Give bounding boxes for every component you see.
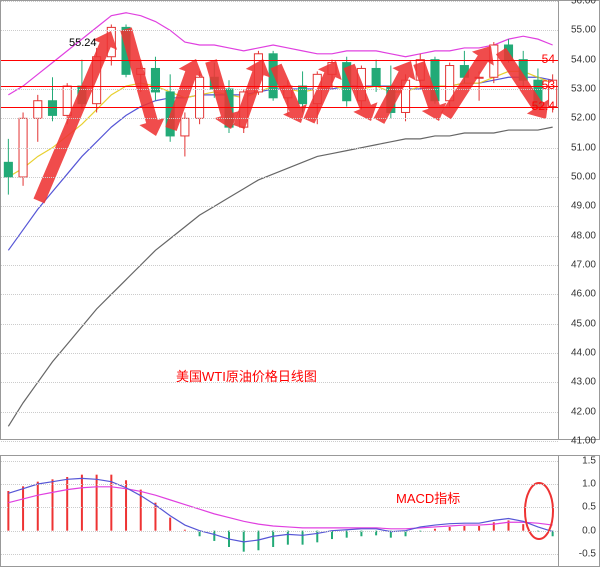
y-tick-label: 43.00 — [571, 377, 596, 388]
y-tick-label: 48.00 — [571, 230, 596, 241]
macd-tick-label: 1.5 — [582, 455, 596, 466]
macd-tick-label: 0.5 — [582, 502, 596, 513]
price-line-label: 53 — [542, 78, 555, 92]
y-tick-label: 52.00 — [571, 113, 596, 124]
y-tick-label: 53.00 — [571, 84, 596, 95]
main-y-axis: 41.0042.0043.0044.0045.0046.0047.0048.00… — [559, 0, 600, 440]
price-line-label: 52.4 — [532, 99, 555, 113]
y-tick-label: 54.00 — [571, 54, 596, 65]
macd-tick-label: 0.0 — [582, 525, 596, 536]
y-tick-label: 44.00 — [571, 348, 596, 359]
y-tick-label: 50.00 — [571, 172, 596, 183]
trend-arrow — [304, 61, 342, 123]
macd-tick-label: -0.5 — [579, 549, 596, 560]
macd-chart: MACD指标 — [0, 455, 559, 567]
macd-tick-label: 1.0 — [582, 479, 596, 490]
main-price-chart: 美国WTI原油价格日线图 55.24 545352.4 — [0, 0, 559, 440]
y-tick-label: 46.00 — [571, 289, 596, 300]
macd-label: MACD指标 — [396, 488, 460, 507]
y-tick-label: 45.00 — [571, 318, 596, 329]
y-tick-label: 41.00 — [571, 436, 596, 447]
chart-container: 美国WTI原油价格日线图 55.24 545352.4 41.0042.0043… — [0, 0, 600, 569]
y-tick-label: 49.00 — [571, 201, 596, 212]
peak-price-label: 55.24 — [69, 37, 97, 49]
macd-y-axis: -0.5 0.0 0.5 1.0 1.5 — [559, 455, 600, 567]
price-line-label: 54 — [542, 52, 555, 66]
y-tick-label: 51.00 — [571, 142, 596, 153]
price-line — [1, 60, 558, 61]
price-line — [1, 86, 558, 87]
y-tick-label: 47.00 — [571, 260, 596, 271]
y-tick-label: 42.00 — [571, 406, 596, 417]
y-tick-label: 56.00 — [571, 0, 596, 7]
y-tick-label: 55.00 — [571, 25, 596, 36]
price-line — [1, 107, 558, 108]
